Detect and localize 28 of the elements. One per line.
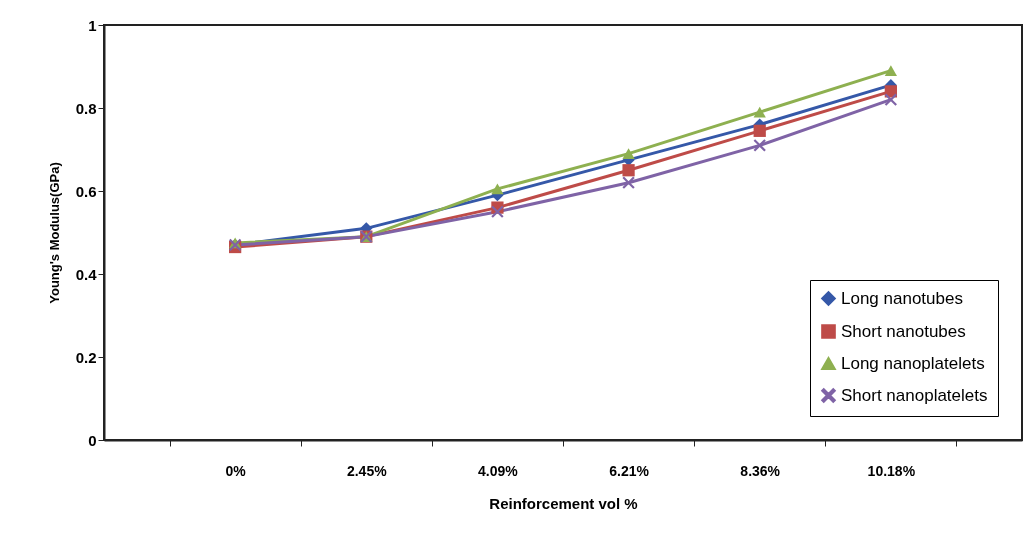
legend-label: Long nanoplatelets — [841, 353, 985, 373]
point — [753, 106, 766, 118]
point — [753, 139, 766, 152]
legend-label: Long nanotubes — [841, 288, 963, 308]
point — [622, 148, 635, 159]
point — [753, 124, 766, 137]
x-tick-label: 8.36% — [740, 462, 781, 479]
legend-label: Short nanoplatelets — [841, 385, 988, 405]
point — [884, 65, 897, 76]
point — [491, 205, 504, 218]
y-tick-label: 0 — [88, 431, 97, 449]
legend-label: Short nanotubes — [841, 321, 966, 341]
point — [884, 93, 897, 106]
x-axis-title: Reinforcement vol % — [489, 494, 638, 512]
x-tick-label: 10.18% — [867, 462, 916, 479]
y-axis-title: Young's Modulus(GPa) — [46, 162, 62, 304]
y-tick-label: 0.6 — [75, 182, 97, 200]
y-tick-label: 1 — [88, 16, 97, 34]
x-tick-label: 2.45% — [346, 462, 388, 479]
y-tick-label: 0.2 — [75, 348, 97, 366]
point — [622, 164, 635, 177]
x-tick-label: 0% — [225, 462, 247, 479]
point — [491, 183, 504, 195]
y-tick-label: 0.8 — [75, 99, 97, 117]
point — [622, 176, 635, 189]
x-tick-label: 6.21% — [609, 462, 650, 479]
y-tick-label: 0.4 — [75, 265, 98, 283]
x-tick-label: 4.09% — [478, 462, 519, 479]
